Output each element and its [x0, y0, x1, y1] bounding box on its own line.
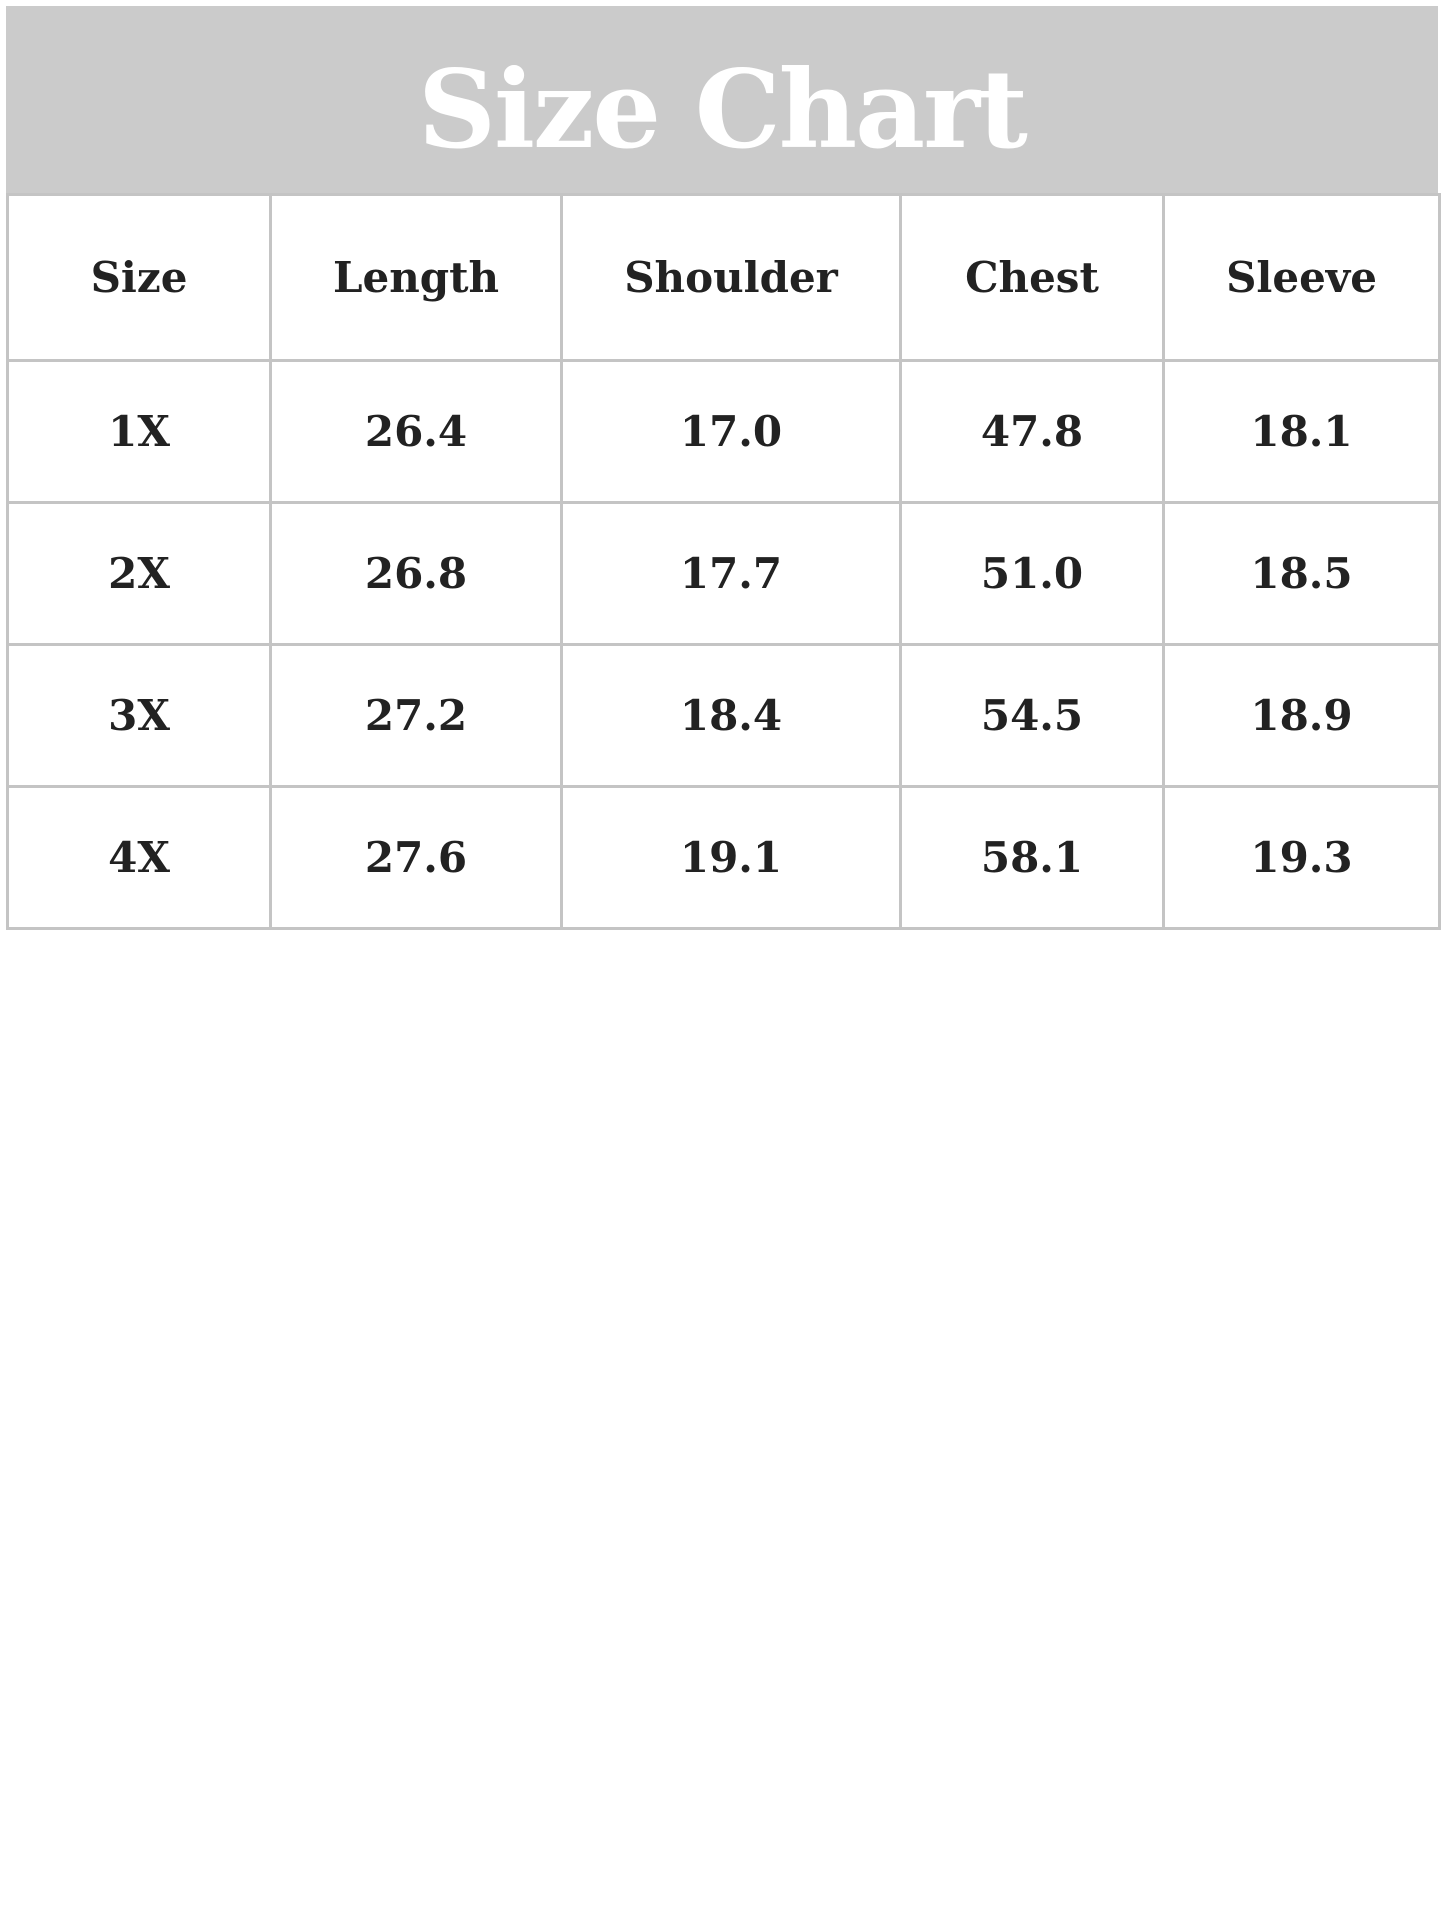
header-length: Length — [269, 193, 563, 362]
size-table: Size Length Shoulder Chest Sleeve 1X 26.4… — [6, 193, 1441, 930]
header-chest: Chest — [899, 193, 1165, 362]
cell-sleeve: 18.5 — [1162, 501, 1441, 646]
cell-shoulder: 17.7 — [560, 501, 902, 646]
table-row: 4X 27.6 19.1 58.1 19.3 — [6, 785, 1441, 930]
cell-length: 26.4 — [269, 359, 563, 504]
cell-size: 1X — [6, 359, 272, 504]
cell-chest: 51.0 — [899, 501, 1165, 646]
cell-chest: 54.5 — [899, 643, 1165, 788]
cell-chest: 58.1 — [899, 785, 1165, 930]
table-row: 1X 26.4 17.0 47.8 18.1 — [6, 359, 1441, 504]
header-sleeve: Sleeve — [1162, 193, 1441, 362]
header-row: Size Length Shoulder Chest Sleeve — [6, 193, 1441, 362]
cell-size: 2X — [6, 501, 272, 646]
cell-length: 27.2 — [269, 643, 563, 788]
title-banner: Size Chart — [6, 6, 1438, 193]
cell-size: 4X — [6, 785, 272, 930]
header-size: Size — [6, 193, 272, 362]
cell-shoulder: 17.0 — [560, 359, 902, 504]
page-title: Size Chart — [418, 46, 1028, 173]
cell-length: 27.6 — [269, 785, 563, 930]
table-row: 3X 27.2 18.4 54.5 18.9 — [6, 643, 1441, 788]
cell-chest: 47.8 — [899, 359, 1165, 504]
cell-length: 26.8 — [269, 501, 563, 646]
cell-size: 3X — [6, 643, 272, 788]
header-shoulder: Shoulder — [560, 193, 902, 362]
cell-shoulder: 18.4 — [560, 643, 902, 788]
table-row: 2X 26.8 17.7 51.0 18.5 — [6, 501, 1441, 646]
cell-sleeve: 18.9 — [1162, 643, 1441, 788]
cell-shoulder: 19.1 — [560, 785, 902, 930]
cell-sleeve: 18.1 — [1162, 359, 1441, 504]
cell-sleeve: 19.3 — [1162, 785, 1441, 930]
